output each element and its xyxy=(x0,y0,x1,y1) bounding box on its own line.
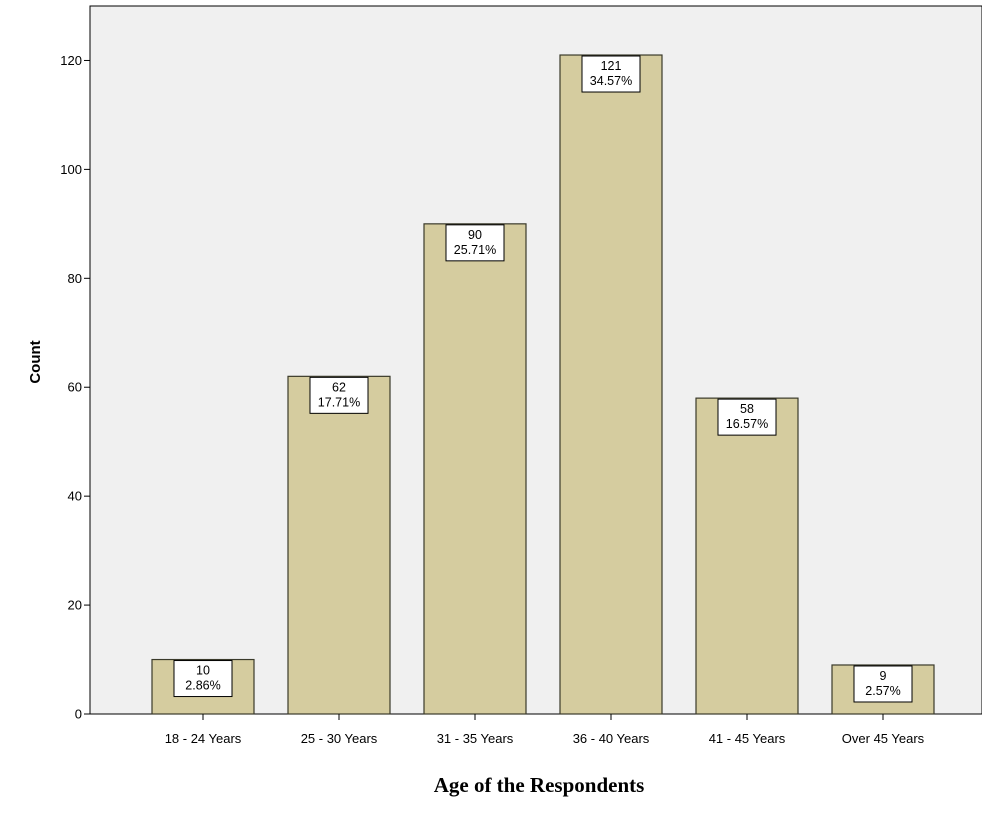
y-tick-label: 20 xyxy=(68,598,82,613)
data-label-percent: 17.71% xyxy=(318,395,360,409)
data-label-box xyxy=(173,660,233,698)
data-label-percent: 34.57% xyxy=(590,74,632,88)
x-tick-label: 36 - 40 Years xyxy=(573,731,650,746)
x-tick-label: 25 - 30 Years xyxy=(301,731,378,746)
data-label-box xyxy=(853,665,913,703)
data-label-percent: 2.86% xyxy=(185,679,220,693)
y-axis-title: Count xyxy=(27,340,44,383)
y-axis: 0 20 40 60 80 100 120 xyxy=(60,53,90,722)
data-label-count: 58 xyxy=(740,402,754,416)
plot-area xyxy=(89,5,982,715)
x-tick-label: 31 - 35 Years xyxy=(437,731,514,746)
bar xyxy=(559,54,663,715)
y-tick-label: 100 xyxy=(60,162,82,177)
data-label-box xyxy=(445,224,505,262)
data-label-count: 9 xyxy=(880,669,887,683)
y-tick-label: 120 xyxy=(60,53,82,68)
x-tick-label: 41 - 45 Years xyxy=(709,731,786,746)
x-axis-title: Age of the Respondents xyxy=(434,773,645,797)
data-label-count: 10 xyxy=(196,664,210,678)
y-tick-label: 80 xyxy=(68,271,82,286)
data-label-box xyxy=(717,398,777,436)
data-label-percent: 16.57% xyxy=(726,417,768,431)
y-tick-label: 0 xyxy=(75,707,82,722)
data-label-count: 90 xyxy=(468,228,482,242)
data-label-count: 121 xyxy=(601,59,622,73)
y-tick-label: 40 xyxy=(68,489,82,504)
bar xyxy=(287,375,391,715)
x-tick-label: Over 45 Years xyxy=(842,731,925,746)
data-label-percent: 2.57% xyxy=(865,684,900,698)
x-tick-label: 18 - 24 Years xyxy=(165,731,242,746)
bar xyxy=(695,397,799,715)
data-label-box xyxy=(309,376,369,414)
data-label-count: 62 xyxy=(332,380,346,394)
data-label-box xyxy=(581,55,641,93)
data-label-percent: 25.71% xyxy=(454,243,496,257)
bar xyxy=(423,223,527,715)
y-tick-label: 60 xyxy=(68,380,82,395)
x-axis: 18 - 24 Years 25 - 30 Years 31 - 35 Years 3… xyxy=(165,714,925,746)
